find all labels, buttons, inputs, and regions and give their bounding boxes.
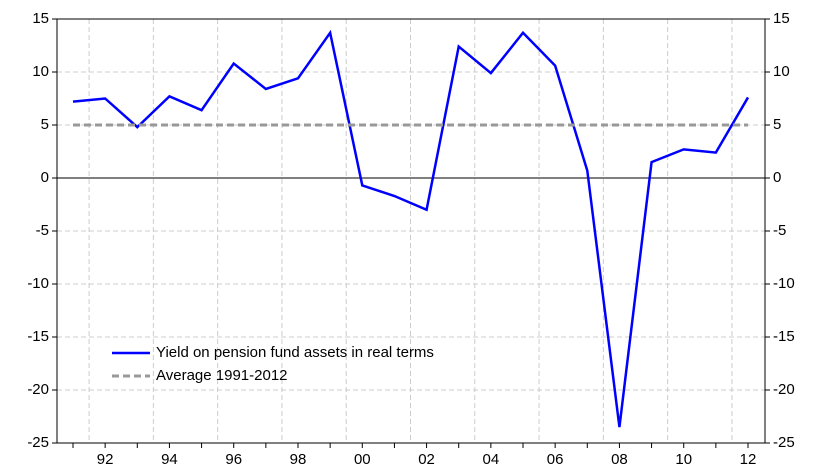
x-tick-label: 02: [418, 451, 435, 468]
y2-tick-label: 0: [773, 169, 781, 186]
y2-tick-label: 5: [773, 116, 781, 133]
y-tick-label: 10: [32, 63, 49, 80]
y-tick-label: 5: [41, 116, 49, 133]
legend-label: Yield on pension fund assets in real ter…: [156, 344, 434, 361]
y2-tick-label: -20: [773, 381, 795, 398]
x-tick-label: 04: [483, 451, 500, 468]
x-tick-label: 92: [97, 451, 114, 468]
y2-tick-label: -25: [773, 434, 795, 451]
y-tick-label: -10: [27, 275, 49, 292]
x-tick-label: 94: [161, 451, 178, 468]
x-tick-label: 98: [290, 451, 307, 468]
x-tick-label: 10: [675, 451, 692, 468]
plot-frame: [56, 18, 766, 444]
y2-tick-label: 15: [773, 10, 790, 27]
y2-tick-label: 10: [773, 63, 790, 80]
y-tick-label: 15: [32, 10, 49, 27]
x-tick-label: 06: [547, 451, 564, 468]
x-tick-label: 08: [611, 451, 628, 468]
y-tick-label: -20: [27, 381, 49, 398]
legend-label: Average 1991-2012: [156, 367, 288, 384]
x-tick-label: 96: [225, 451, 242, 468]
x-tick-label: 00: [354, 451, 371, 468]
x-tick-label: 12: [740, 451, 757, 468]
y-tick-label: -15: [27, 328, 49, 345]
y-tick-label: -25: [27, 434, 49, 451]
y2-tick-label: -10: [773, 275, 795, 292]
y-tick-label: -5: [36, 222, 49, 239]
series-line: [72, 29, 750, 428]
y2-tick-label: -15: [773, 328, 795, 345]
y-tick-label: 0: [41, 169, 49, 186]
y2-tick-label: -5: [773, 222, 786, 239]
